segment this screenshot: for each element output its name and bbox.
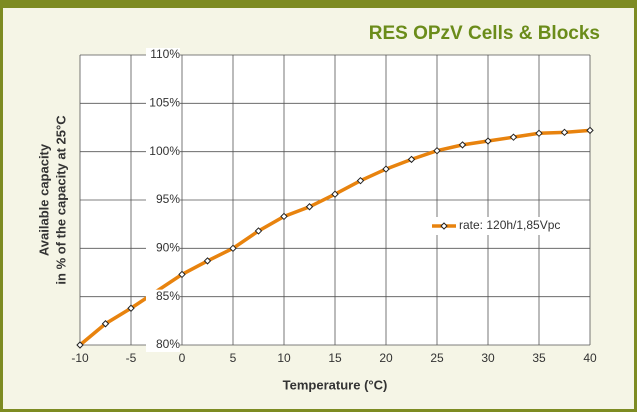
tick-label-bg: [146, 338, 180, 352]
y-tick-label: 80%: [156, 337, 180, 351]
point: [509, 133, 518, 141]
point: [280, 212, 288, 221]
legend-marker: [440, 222, 448, 230]
legend-bg: [428, 217, 588, 235]
x-tick-label: 30: [481, 351, 495, 365]
y-tick-label: 90%: [156, 241, 180, 255]
point: [178, 270, 186, 279]
point: [203, 257, 212, 265]
y-tick-label: 85%: [156, 289, 180, 303]
x-axis-label: Temperature (°C): [283, 377, 388, 392]
point: [254, 227, 263, 235]
point: [331, 190, 339, 198]
tick-label-bg: [146, 144, 180, 159]
point: [76, 341, 84, 349]
x-tick-label: 10: [277, 351, 291, 365]
y-tick-label: 105%: [149, 96, 180, 110]
legend-label: rate: 120h/1,85Vpc: [459, 218, 560, 232]
point: [484, 137, 492, 145]
x-tick-label: 15: [328, 351, 342, 365]
point: [407, 155, 416, 164]
point: [356, 176, 365, 185]
point: [535, 129, 543, 138]
y-axis-label: in % of the capacity at 25°C: [53, 115, 68, 285]
point: [382, 165, 390, 173]
point: [458, 141, 467, 149]
x-tick-label: 25: [430, 351, 444, 365]
point: [127, 304, 135, 312]
tick-label-bg: [146, 96, 180, 111]
point: [229, 244, 237, 253]
point: [101, 320, 110, 328]
x-tick-label: 0: [179, 351, 186, 365]
x-tick-label: -5: [126, 351, 137, 365]
point: [305, 203, 314, 211]
point: [433, 146, 441, 155]
y-tick-label: 100%: [149, 144, 180, 158]
x-tick-label: 40: [583, 351, 597, 365]
tick-label-bg: [146, 48, 180, 62]
point: [586, 126, 594, 135]
tick-label-bg: [146, 289, 180, 304]
x-tick-label: 20: [379, 351, 393, 365]
point: [560, 128, 569, 137]
tick-label-bg: [146, 193, 180, 207]
tick-label-bg: [146, 241, 180, 256]
chart-title: RES OPzV Cells & Blocks: [369, 23, 600, 44]
y-tick-label: 95%: [156, 192, 180, 206]
y-tick-label: 110%: [150, 47, 180, 61]
x-tick-label: 5: [230, 351, 237, 365]
y-axis-label: Available capacity: [36, 143, 51, 256]
x-tick-label: 35: [532, 351, 546, 365]
x-tick-label: -10: [71, 351, 89, 365]
line: [78, 128, 591, 347]
